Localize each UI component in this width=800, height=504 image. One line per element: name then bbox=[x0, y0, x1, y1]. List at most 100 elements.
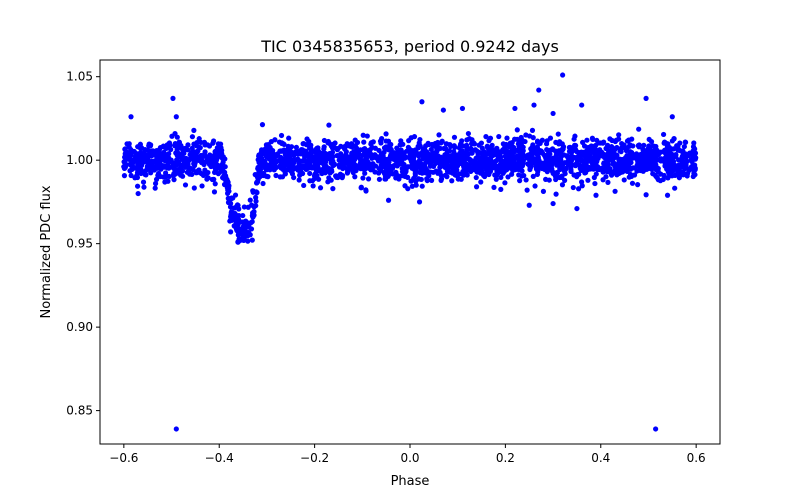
data-point bbox=[387, 145, 393, 151]
data-point bbox=[440, 107, 446, 113]
data-point bbox=[419, 183, 425, 189]
data-point bbox=[172, 143, 178, 149]
data-point bbox=[554, 169, 560, 176]
data-point bbox=[621, 177, 627, 183]
data-point bbox=[664, 192, 671, 198]
data-point bbox=[300, 164, 306, 171]
data-point bbox=[682, 139, 689, 145]
data-point bbox=[526, 202, 532, 208]
data-point bbox=[494, 168, 500, 174]
data-point bbox=[592, 180, 598, 187]
data-point bbox=[128, 152, 134, 158]
data-point bbox=[269, 164, 275, 171]
data-point bbox=[444, 165, 450, 172]
data-point bbox=[574, 205, 580, 212]
data-point bbox=[673, 165, 679, 172]
data-point bbox=[437, 164, 443, 171]
data-point bbox=[133, 153, 139, 160]
data-point bbox=[345, 169, 351, 175]
data-point bbox=[623, 145, 629, 151]
data-point bbox=[146, 141, 152, 147]
data-point bbox=[540, 188, 547, 194]
data-point bbox=[201, 139, 208, 145]
data-point bbox=[576, 152, 582, 158]
data-point bbox=[363, 152, 369, 158]
data-point bbox=[670, 146, 677, 152]
data-point bbox=[191, 127, 197, 133]
data-point bbox=[305, 165, 311, 171]
data-point bbox=[297, 151, 304, 157]
data-point bbox=[588, 145, 594, 151]
data-point bbox=[582, 170, 588, 176]
data-point bbox=[138, 149, 144, 155]
data-point bbox=[437, 145, 443, 152]
data-point bbox=[601, 151, 607, 158]
data-point bbox=[579, 183, 585, 189]
data-point bbox=[163, 164, 169, 170]
data-point bbox=[555, 131, 561, 137]
data-point bbox=[560, 72, 566, 78]
data-point bbox=[530, 173, 536, 179]
data-point bbox=[571, 136, 577, 142]
data-point bbox=[416, 140, 422, 146]
data-point bbox=[559, 173, 565, 179]
data-point bbox=[350, 167, 357, 173]
data-point bbox=[232, 215, 239, 222]
data-point bbox=[295, 157, 301, 163]
data-point bbox=[176, 139, 182, 146]
data-point bbox=[419, 170, 425, 176]
data-point bbox=[610, 169, 616, 175]
data-point bbox=[305, 157, 311, 164]
data-point bbox=[562, 177, 568, 183]
data-point bbox=[296, 177, 302, 183]
data-point bbox=[473, 184, 480, 190]
data-point bbox=[653, 167, 659, 173]
data-point bbox=[329, 145, 336, 151]
data-point bbox=[525, 161, 531, 167]
data-point bbox=[226, 188, 232, 194]
data-point bbox=[286, 154, 292, 160]
data-point bbox=[154, 147, 160, 154]
data-point bbox=[661, 158, 667, 164]
data-point bbox=[687, 167, 693, 173]
data-point bbox=[593, 156, 599, 162]
data-point bbox=[651, 154, 657, 160]
data-point bbox=[553, 191, 559, 197]
data-point bbox=[408, 178, 414, 184]
data-point bbox=[590, 136, 596, 143]
data-point bbox=[441, 145, 447, 152]
data-point bbox=[148, 166, 154, 172]
data-point bbox=[191, 185, 197, 191]
data-point bbox=[665, 175, 671, 181]
data-point bbox=[498, 186, 504, 192]
data-point bbox=[466, 156, 473, 162]
data-point bbox=[241, 231, 247, 237]
data-point bbox=[491, 151, 498, 157]
chart-title: TIC 0345835653, period 0.9242 days bbox=[260, 37, 559, 56]
data-point bbox=[310, 183, 316, 189]
data-point bbox=[415, 176, 422, 182]
data-point bbox=[326, 122, 332, 128]
data-point bbox=[519, 137, 525, 143]
data-point bbox=[257, 157, 264, 163]
data-point bbox=[128, 114, 134, 120]
data-point bbox=[254, 180, 260, 186]
data-point bbox=[267, 144, 273, 151]
data-point bbox=[636, 163, 642, 170]
data-point bbox=[258, 149, 264, 156]
data-point bbox=[219, 167, 225, 174]
data-point bbox=[383, 146, 389, 152]
data-point bbox=[575, 186, 582, 192]
data-point bbox=[604, 158, 610, 164]
data-point bbox=[307, 170, 313, 177]
data-point bbox=[248, 226, 255, 232]
y-tick-label: 0.95 bbox=[66, 237, 93, 251]
data-point bbox=[127, 168, 133, 174]
data-point bbox=[336, 162, 342, 168]
data-point bbox=[173, 426, 179, 432]
data-point bbox=[561, 168, 567, 174]
data-point bbox=[172, 171, 178, 177]
data-point bbox=[478, 164, 484, 170]
data-point bbox=[502, 180, 508, 186]
data-point bbox=[140, 179, 147, 185]
